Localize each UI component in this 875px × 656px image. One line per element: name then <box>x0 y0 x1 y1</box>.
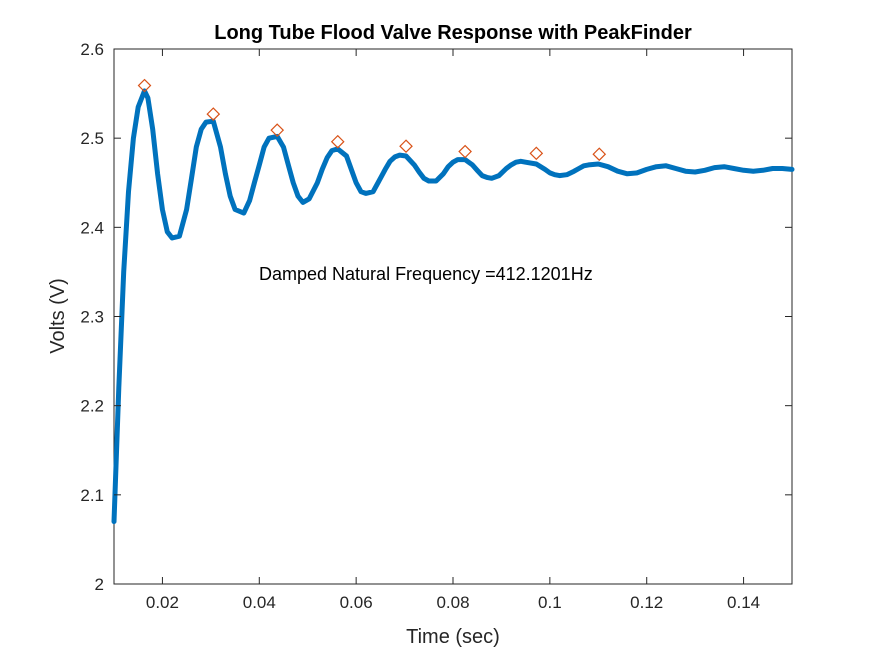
y-tick-label: 2.6 <box>80 40 104 59</box>
y-tick-label: 2.3 <box>80 308 104 327</box>
data-layer <box>111 88 795 525</box>
axes-box <box>113 48 793 585</box>
peak-marker <box>330 134 345 149</box>
peak-marker <box>137 78 152 93</box>
peak-marker <box>399 139 413 154</box>
peak-marker <box>458 144 472 159</box>
y-tick-label: 2.2 <box>80 397 104 416</box>
series-line <box>111 88 795 525</box>
x-tick-label: 0.06 <box>340 593 373 612</box>
x-tick-label: 0.1 <box>538 593 562 612</box>
peak-marker <box>206 107 221 121</box>
x-tick-label: 0.14 <box>727 593 760 612</box>
y-tick-label: 2.1 <box>80 486 104 505</box>
peak-marker <box>592 147 607 162</box>
y-tick-label: 2.4 <box>80 218 104 237</box>
x-axis-label: Time (sec) <box>406 626 500 648</box>
chart-title: Long Tube Flood Valve Response with Peak… <box>214 22 692 44</box>
y-tick-label: 2 <box>95 575 104 594</box>
peaks-layer <box>137 78 607 162</box>
frequency-annotation: Damped Natural Frequency =412.1201Hz <box>259 264 593 284</box>
peak-marker <box>270 123 285 137</box>
peak-marker <box>529 146 544 161</box>
x-tick-label: 0.12 <box>630 593 663 612</box>
x-tick-label: 0.02 <box>146 593 179 612</box>
ticks-layer: 0.02 0.04 0.06 0.08 0.1 0.12 0.14 2 2.1 2.2 2.3 2.4… <box>80 40 792 612</box>
x-tick-label: 0.08 <box>436 593 469 612</box>
y-tick-label: 2.5 <box>80 129 104 148</box>
y-axis-label: Volts (V) <box>47 278 69 354</box>
plot-area: 0.02 0.04 0.06 0.08 0.1 0.12 0.14 2 2.1 2.2 2.3 2.4… <box>80 40 795 612</box>
x-tick-label: 0.04 <box>243 593 276 612</box>
